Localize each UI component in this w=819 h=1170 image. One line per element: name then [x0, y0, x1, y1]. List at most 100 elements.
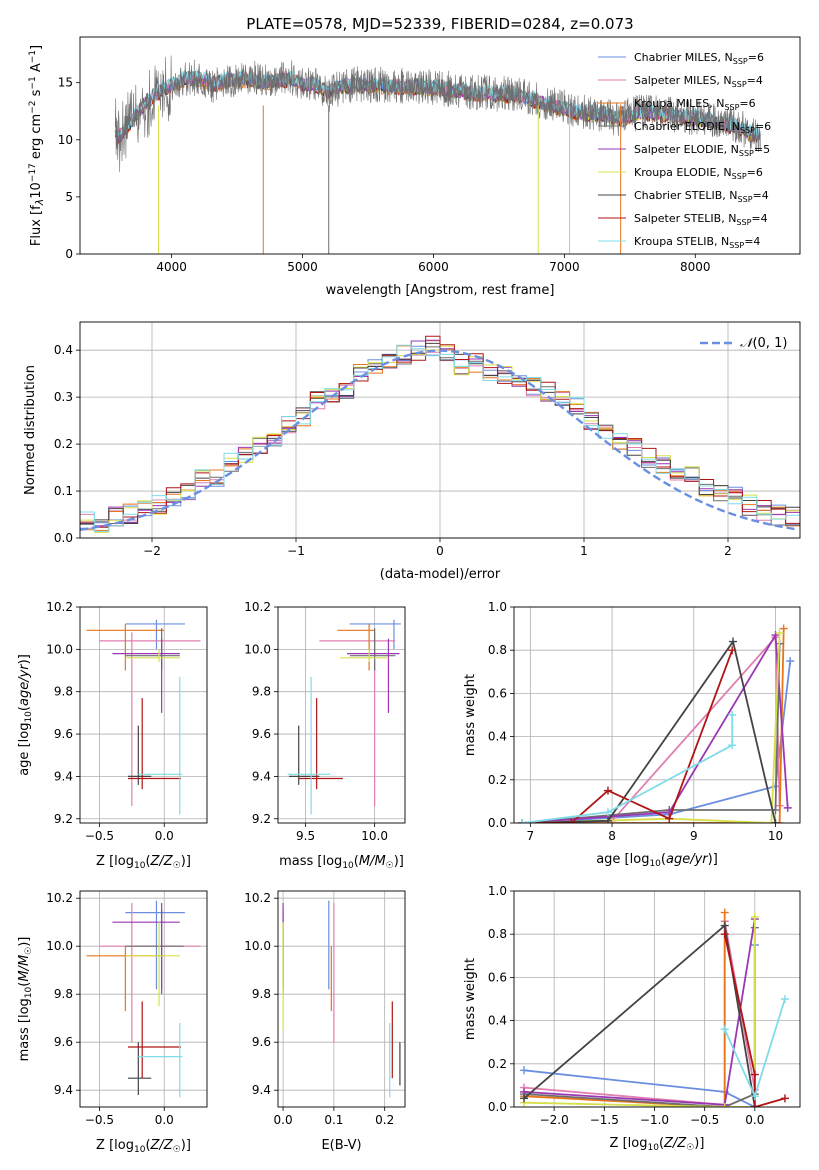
histogram-kroupa_stelib — [80, 344, 800, 532]
y-tick-label: 9.4 — [252, 1083, 271, 1097]
weight-marker — [750, 1070, 759, 1079]
x-tick-label: 6000 — [418, 260, 449, 274]
x-tick-label: −2 — [143, 544, 161, 558]
y-tick-label: 0.1 — [54, 484, 73, 498]
y-tick-label: 9.2 — [252, 812, 271, 826]
x-tick-label: 1 — [580, 544, 588, 558]
plot-area — [282, 900, 401, 1098]
x-axis-label: (data-model)/error — [380, 567, 501, 582]
x-tick-label: 0.0 — [274, 1113, 293, 1127]
y-tick-label: 15 — [58, 76, 73, 90]
weight-marker — [780, 1094, 789, 1103]
weight-marker — [720, 930, 729, 939]
spectrum-panel: 4000 5000 6000 7000 8000 0 5 10 15 wavelength [An… — [28, 36, 801, 298]
y-tick-label: 1.0 — [488, 600, 507, 614]
y-tick-label: 0.4 — [488, 730, 507, 744]
y-axis-label: Flux [fλ10−17 erg cm−2 s−1 A−1] — [28, 45, 46, 246]
plot-area — [287, 619, 401, 815]
weight-marker — [720, 908, 729, 917]
y-tick-label: 0.0 — [488, 816, 507, 830]
y-tick-label: 0.0 — [488, 1100, 507, 1114]
mass-vs-metallicity-panel: −0.5 0.0 9.4 9.6 9.8 10.0 10.2 Z [log10(Z/Z☉)] m… — [17, 890, 208, 1155]
weight-marker — [603, 786, 612, 795]
y-tick-label: 0.8 — [488, 927, 507, 941]
spectrum-legend: Chabrier MILES, NSSP=6 Salpeter MILES, NS… — [598, 51, 771, 250]
x-tick-label: 8000 — [680, 260, 711, 274]
weight-marker — [665, 814, 674, 823]
y-tick-label: 9.4 — [54, 1083, 73, 1097]
x-tick-label: 0.1 — [324, 1113, 343, 1127]
x-tick-label: 2 — [724, 544, 732, 558]
x-axis-label: wavelength [Angstrom, rest frame] — [326, 283, 555, 298]
x-tick-label: −1.0 — [640, 1113, 669, 1127]
weight-line-chabrier_miles — [523, 945, 756, 1107]
legend-label: Salpeter MILES, NSSP=4 — [634, 74, 763, 89]
y-tick-label: 0 — [65, 247, 73, 261]
axes-frame — [79, 36, 801, 255]
weight-line-kroupa_elodie — [523, 916, 756, 1107]
x-tick-label: 0.0 — [745, 1113, 764, 1127]
legend-label: Kroupa STELIB, NSSP=4 — [634, 235, 760, 250]
x-tick-label: 10.0 — [361, 829, 388, 843]
weight-marker — [520, 1094, 529, 1103]
histogram-salpeter_stelib — [80, 335, 800, 528]
y-tick-label: 9.6 — [252, 1035, 271, 1049]
weight-line-kroupa_miles — [523, 912, 726, 1107]
weight-marker — [728, 646, 737, 655]
x-tick-label: 10 — [768, 829, 783, 843]
weight-marker — [775, 628, 784, 637]
weight-line-chabrier_miles — [522, 660, 792, 823]
x-axis-label: age [log10(age/yr)] — [596, 852, 718, 869]
weight-marker — [603, 816, 612, 823]
y-tick-label: 10.2 — [46, 600, 73, 614]
axes-frame — [79, 606, 208, 824]
weight-marker — [720, 1025, 729, 1034]
y-tick-label: 9.8 — [54, 685, 73, 699]
weight-marker — [750, 1092, 759, 1101]
weight-marker — [567, 819, 576, 823]
weight-line-kroupa_elodie — [522, 632, 781, 823]
y-tick-label: 0.2 — [488, 773, 507, 787]
axes-frame — [513, 890, 801, 1108]
weight-marker — [603, 808, 612, 817]
weight-marker — [771, 819, 780, 823]
weight-line-chabrier_elodie — [522, 643, 781, 823]
x-tick-label: −0.5 — [85, 1113, 114, 1127]
y-tick-label: 0.2 — [54, 437, 73, 451]
y-tick-label: 0.6 — [488, 686, 507, 700]
x-axis-label: Z [log10(Z/Z☉)] — [610, 1136, 705, 1153]
y-tick-label: 9.8 — [252, 987, 271, 1001]
gaussian-curve — [80, 349, 798, 531]
x-tick-label: 7000 — [549, 260, 580, 274]
x-tick-label: 0.2 — [375, 1113, 394, 1127]
legend-label: Salpeter STELIB, NSSP=4 — [634, 212, 768, 227]
y-tick-label: 10.0 — [244, 939, 271, 953]
weight-marker — [750, 912, 759, 921]
observed-spectrum — [115, 55, 761, 173]
y-tick-label: 10.0 — [46, 642, 73, 656]
x-tick-label: 5000 — [287, 260, 318, 274]
x-tick-label: −1.5 — [590, 1113, 619, 1127]
y-tick-label: 0.4 — [54, 343, 73, 357]
x-tick-label: −0.5 — [690, 1113, 719, 1127]
legend-label: Kroupa ELODIE, NSSP=6 — [634, 166, 763, 181]
axes-frame — [277, 890, 406, 1108]
y-tick-label: 0.0 — [54, 531, 73, 545]
weight-line-chabrier_stelib — [522, 639, 777, 823]
weight-marker — [520, 1066, 529, 1075]
x-tick-label: 0 — [436, 544, 444, 558]
y-axis-label: Normed distribution — [23, 365, 38, 495]
y-tick-label: 10.0 — [244, 642, 271, 656]
y-tick-label: 10.2 — [244, 600, 271, 614]
legend-label: Chabrier ELODIE, NSSP=6 — [634, 120, 771, 135]
weight-vs-age-panel: 7 8 9 10 0.0 0.2 0.4 0.6 0.8 1.0 age [log10(age/yr… — [463, 600, 801, 869]
age-vs-mass-panel: 9.5 10.0 9.2 9.4 9.6 9.8 10.0 10.2 mass [log10(M… — [244, 600, 406, 871]
y-tick-label: 9.8 — [252, 685, 271, 699]
weight-marker — [779, 624, 788, 633]
residuals-panel: −2 −1 0 1 2 0.0 0.1 0.2 0.3 0.4 (data-model)/error… — [23, 321, 801, 582]
weight-line-chabrier_elodie — [523, 927, 756, 1107]
weight-marker — [783, 803, 792, 812]
mass-vs-ebv-panel: 0.0 0.1 0.2 9.4 9.6 9.8 10.0 10.2 E(B-V) — [244, 890, 406, 1153]
y-tick-label: 10.0 — [46, 939, 73, 953]
x-axis-label: E(B-V) — [321, 1138, 361, 1153]
